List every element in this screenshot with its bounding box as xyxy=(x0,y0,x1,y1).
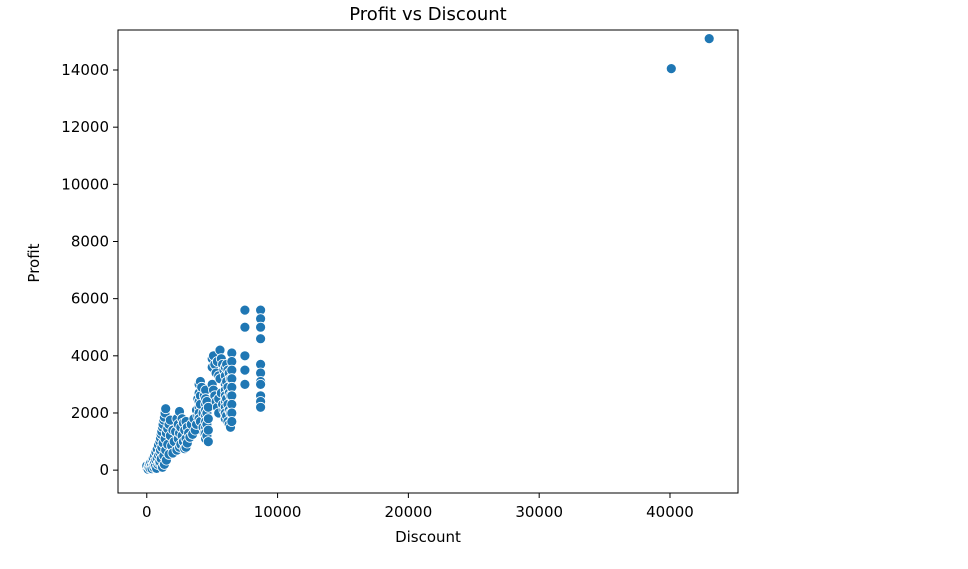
data-point xyxy=(239,364,251,376)
x-tick-label: 30000 xyxy=(515,503,563,521)
y-tick-label: 2000 xyxy=(71,404,109,422)
y-tick-label: 12000 xyxy=(61,118,109,136)
data-point xyxy=(239,350,251,362)
data-point xyxy=(239,321,251,333)
y-axis-label: Profit xyxy=(25,243,43,282)
data-point xyxy=(202,424,214,436)
data-point xyxy=(239,378,251,390)
x-tick-label: 20000 xyxy=(385,503,433,521)
x-axis-ticks: 0 10000 20000 30000 40000 xyxy=(142,493,694,521)
x-tick-label: 10000 xyxy=(254,503,302,521)
data-point xyxy=(202,413,214,425)
data-point xyxy=(239,304,251,316)
y-tick-label: 8000 xyxy=(71,232,109,250)
data-point xyxy=(703,33,715,44)
chart-title: Profit vs Discount xyxy=(349,4,506,25)
data-point xyxy=(255,401,267,413)
y-tick-label: 14000 xyxy=(61,61,109,79)
data-point xyxy=(255,321,267,333)
data-point xyxy=(202,436,214,448)
data-point xyxy=(255,378,267,390)
y-tick-label: 4000 xyxy=(71,347,109,365)
y-tick-label: 10000 xyxy=(61,175,109,193)
data-point xyxy=(255,333,267,345)
points-layer xyxy=(141,33,715,475)
plot-frame xyxy=(117,29,739,494)
x-axis-label: Discount xyxy=(395,528,461,546)
x-tick-label: 0 xyxy=(142,503,152,521)
data-point xyxy=(226,416,238,427)
y-axis-ticks: 0 2000 4000 6000 8000 10000 12000 14000 xyxy=(61,61,118,479)
y-tick-label: 0 xyxy=(99,461,109,479)
data-point xyxy=(665,63,677,74)
data-point xyxy=(160,403,172,415)
x-tick-label: 40000 xyxy=(646,503,694,521)
y-tick-label: 6000 xyxy=(71,290,109,308)
